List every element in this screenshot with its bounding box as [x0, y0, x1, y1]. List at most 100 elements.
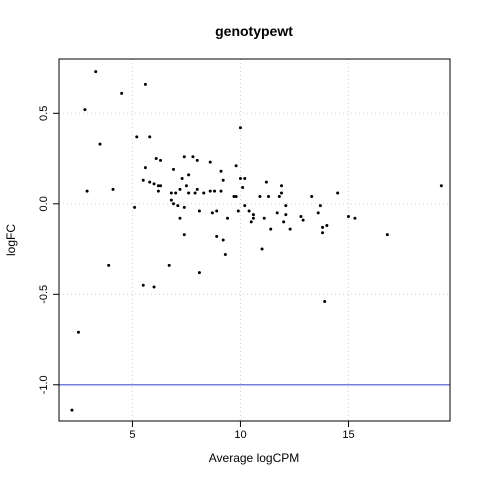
data-point [223, 252, 227, 256]
data-point [154, 157, 158, 161]
data-point [215, 234, 219, 238]
data-point [171, 167, 175, 171]
data-point [260, 247, 264, 251]
data-point [191, 155, 195, 159]
data-point [439, 184, 443, 188]
data-point [178, 216, 182, 220]
x-tick-label: 10 [234, 429, 246, 441]
data-point [143, 82, 147, 86]
data-point [83, 108, 87, 112]
data-point [280, 184, 284, 188]
data-point [76, 330, 80, 334]
data-point [321, 225, 325, 229]
data-point [197, 271, 201, 275]
data-point [225, 216, 229, 220]
data-point [176, 204, 180, 208]
data-point [152, 285, 156, 289]
data-point [208, 160, 212, 164]
data-point [171, 202, 175, 206]
y-axis-label: logFC [4, 224, 18, 256]
data-point [85, 189, 89, 193]
data-point [353, 216, 357, 220]
data-point [310, 195, 314, 199]
data-point [70, 408, 74, 412]
data-point [247, 209, 251, 213]
data-point [120, 91, 124, 95]
data-point [169, 198, 173, 202]
data-point [221, 238, 225, 242]
data-point [174, 191, 178, 195]
data-point [325, 224, 329, 228]
data-point [182, 205, 186, 209]
data-point [234, 195, 238, 199]
data-point [236, 209, 240, 213]
data-point [159, 158, 163, 162]
data-point [148, 180, 152, 184]
data-point [187, 191, 191, 195]
data-point [141, 178, 145, 182]
data-point [167, 263, 171, 267]
data-point [238, 176, 242, 180]
data-point [213, 189, 217, 193]
data-point [195, 187, 199, 191]
x-tick-label: 5 [129, 429, 135, 441]
data-point [180, 176, 184, 180]
y-tick-label: -1.0 [38, 375, 50, 394]
data-point [323, 300, 327, 304]
data-point [193, 191, 197, 195]
data-point [133, 205, 137, 209]
data-point [258, 195, 262, 199]
data-point [249, 220, 253, 224]
data-point [251, 216, 255, 220]
data-point [135, 135, 139, 139]
data-point [336, 191, 340, 195]
data-point [251, 213, 255, 217]
data-point [219, 169, 223, 173]
data-point [178, 187, 182, 191]
x-axis-label: Average logCPM [209, 451, 300, 465]
data-point [321, 231, 325, 235]
data-point [275, 211, 279, 215]
data-point [156, 184, 160, 188]
data-point [264, 180, 268, 184]
data-point [318, 204, 322, 208]
data-point [221, 178, 225, 182]
data-point [182, 233, 186, 237]
data-point [156, 189, 160, 193]
data-point [98, 142, 102, 146]
data-point [143, 166, 147, 170]
x-axis: 5 10 15 [129, 421, 355, 441]
x-tick-label: 15 [342, 429, 354, 441]
data-point [238, 126, 242, 130]
data-point [202, 191, 206, 195]
y-tick-label: -0.5 [38, 285, 50, 304]
data-point [243, 176, 247, 180]
data-point [299, 214, 303, 218]
data-point [141, 283, 145, 287]
data-point [184, 184, 188, 188]
data-point [269, 227, 273, 231]
data-point [182, 155, 186, 159]
data-point [284, 213, 288, 217]
data-point [159, 184, 163, 188]
data-point [197, 209, 201, 213]
data-point [288, 227, 292, 231]
data-point [148, 135, 152, 139]
data-point [277, 195, 281, 199]
data-point [111, 187, 115, 191]
data-point [208, 189, 212, 193]
data-point [187, 173, 191, 177]
data-point [346, 214, 350, 218]
data-point [94, 70, 98, 74]
data-point [195, 158, 199, 162]
data-point [262, 216, 266, 220]
data-point [241, 186, 245, 190]
grid [59, 59, 450, 421]
data-point [232, 195, 236, 199]
data-point [282, 220, 286, 224]
data-point [267, 195, 271, 199]
data-point [210, 211, 214, 215]
data-point [301, 218, 305, 222]
data-point [284, 204, 288, 208]
